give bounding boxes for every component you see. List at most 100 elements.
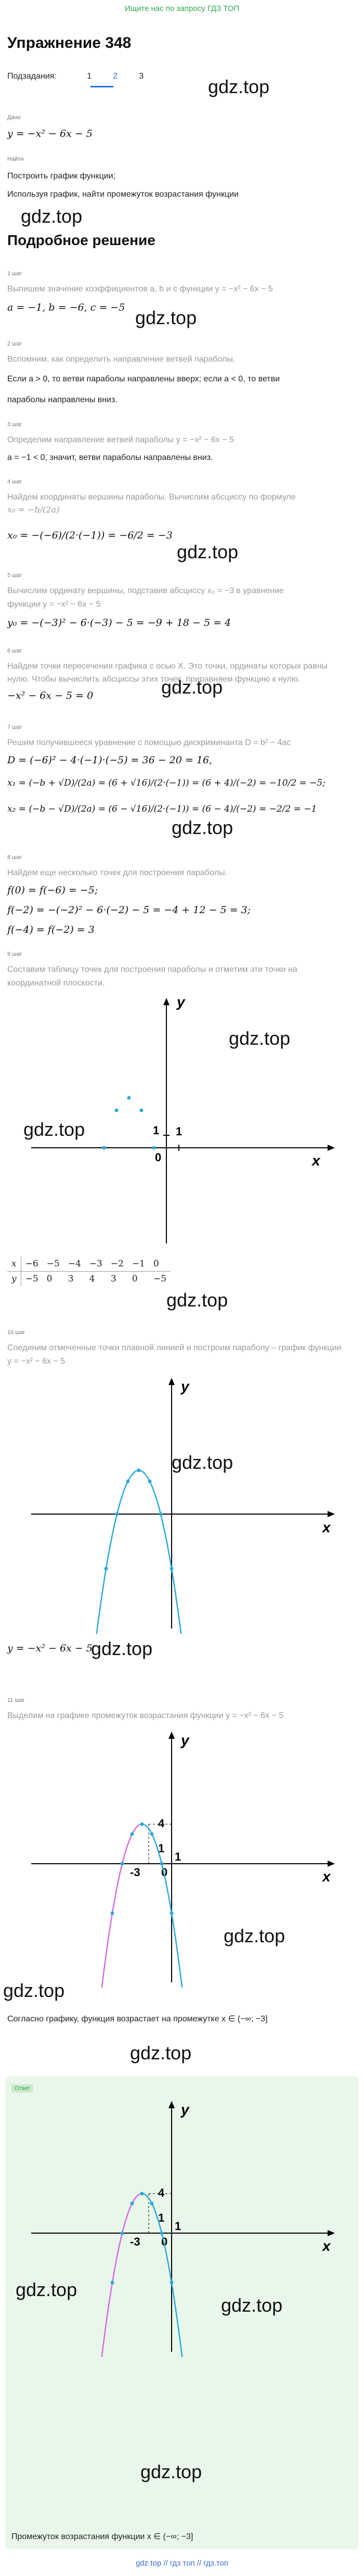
step-6-text-2: нулю. Чтобы вычислить абсциссы этих точе… <box>7 675 301 684</box>
watermark: gdz.top <box>23 1119 85 1140</box>
watermark: gdz.top <box>130 2042 192 2064</box>
table-row-x: x −6 −5 −4 −3 −2 −1 0 <box>7 1257 171 1272</box>
x-axis-label: x <box>321 1519 331 1535</box>
step-9-text-2: координатной плоскости. <box>7 979 105 988</box>
step-10-text-2: y = −x² − 6x − 5 <box>7 1357 66 1366</box>
one-y-label: 1 <box>158 1842 164 1855</box>
table-point <box>104 1567 108 1571</box>
table-point <box>159 1512 163 1516</box>
step-6-text: Найдем точки пересечения графика с осью … <box>7 662 328 671</box>
table-point <box>126 1479 130 1483</box>
watermark: gdz.top <box>229 1028 291 1049</box>
table-point <box>137 1468 141 1472</box>
table-cell: 0 <box>149 1257 171 1272</box>
table-point <box>120 2231 124 2235</box>
step-9-text: Составим таблицу точек для построения па… <box>7 965 297 974</box>
answer-text: Промежуток возрастания функции x ∈ (−∞; … <box>11 2532 193 2541</box>
increasing-branch <box>101 2193 142 2357</box>
table-points <box>102 1096 156 1150</box>
watermark: gdz.top <box>161 676 223 698</box>
step-7-formula-x2: x₂ = (−b − √D)/(2a) = (6 − √16)/(2·(−1))… <box>7 804 317 814</box>
y-four-label: 4 <box>158 2186 165 2199</box>
table-point <box>170 1911 174 1915</box>
table-point <box>102 1146 106 1150</box>
parabola-graph: y x <box>31 1378 335 1634</box>
given-tag: Дано <box>7 114 21 121</box>
table-cell: −6 <box>21 1257 43 1272</box>
table-cell: 0 <box>46 1274 53 1284</box>
solution-title: Подробное решение <box>7 232 155 248</box>
x-axis-label: x <box>321 1868 331 1885</box>
watermark: gdz.top <box>172 817 233 838</box>
values-table: x −6 −5 −4 −3 −2 −1 0 y −5 0 3 4 3 0 −5 <box>7 1257 171 1286</box>
table-point <box>120 1862 124 1866</box>
increasing-branch <box>101 1823 142 1988</box>
step-8-formula-3: f(−4) = f(−2) = 3 <box>7 924 95 935</box>
step-4-tag: 4 шаг <box>7 479 22 485</box>
step-4-formula: x₀ = −(−6)/(2·(−1)) = −6/2 = −3 <box>7 530 173 541</box>
subtask-1-tab[interactable]: 1 <box>87 72 92 81</box>
table-cell: −1 <box>127 1257 149 1272</box>
watermark: gdz.top <box>166 1289 228 1311</box>
step-4-text: Найдем координаты вершины параболы. Вычи… <box>7 493 296 502</box>
task-tag: Найти <box>7 156 24 162</box>
table-point <box>170 2280 174 2285</box>
table-point <box>110 2280 114 2285</box>
table-cell: −3 <box>85 1257 107 1272</box>
footer-links[interactable]: gdz top // гдз топ // гдз.топ <box>135 2559 229 2568</box>
watermark: gdz.top <box>140 2461 202 2482</box>
search-banner-link[interactable]: Ищите нас по запросу ГДЗ ТОП <box>124 4 240 13</box>
table-point <box>170 1567 174 1571</box>
y-axis-label: y <box>180 2101 190 2118</box>
subtasks-label: Подзадания: <box>7 72 57 81</box>
step-8-text: Найдем еще несколько точек для построени… <box>7 868 227 877</box>
increasing-graph: y x 4 1 1 0 -3 <box>31 1732 335 1988</box>
step-2-text-2: Если a > 0, то ветви параболы направлены… <box>7 375 280 383</box>
step-7-tag: 7 шаг <box>7 724 22 730</box>
parabola-points <box>110 1822 174 1915</box>
watermark: gdz.top <box>221 2295 283 2316</box>
y-four-label: 4 <box>158 1817 165 1830</box>
table-point <box>130 1832 134 1836</box>
parabola-points <box>110 2191 174 2285</box>
one-x-label: 1 <box>175 2220 181 2233</box>
table-row-y: y −5 0 3 4 3 0 −5 <box>7 1271 171 1286</box>
y-axis-label: y <box>180 1732 190 1748</box>
table-point <box>140 1822 144 1826</box>
step-10-caption: y = −x² − 6x − 5 <box>7 1643 93 1654</box>
one-y-label: 1 <box>158 2211 164 2224</box>
step-5-text-2: функции y = −x² − 6x − 5 <box>7 600 101 609</box>
table-cell: 0 <box>132 1274 138 1284</box>
watermark: gdz.top <box>224 1925 285 1946</box>
table-x-label: x <box>7 1257 21 1272</box>
parabola-points <box>104 1468 174 1571</box>
table-cell: 3 <box>68 1274 74 1284</box>
step-11-conclusion: Согласно графику, функция возрастает на … <box>7 2015 268 2023</box>
active-subtask-underline <box>90 86 113 87</box>
watermark: gdz.top <box>91 1638 153 1659</box>
step-8-formula-1: f(0) = f(−6) = −5; <box>7 885 98 896</box>
table-point <box>130 2201 134 2206</box>
subtask-2-tab[interactable]: 2 <box>113 72 118 81</box>
answer-box <box>5 2076 359 2549</box>
step-1-tag: 1 шаг <box>7 271 22 277</box>
y-axis-arrow <box>163 998 170 1005</box>
given-formula: y = −x² − 6x − 5 <box>7 128 93 139</box>
x-minus-three-label: -3 <box>130 2235 140 2248</box>
table-point <box>110 1911 114 1915</box>
step-3-text: Определим направление ветвей параболы y … <box>7 435 234 444</box>
step-10-tag: 10 шаг <box>7 1329 25 1336</box>
table-point <box>139 1108 144 1112</box>
step-11-tag: 11 шаг <box>7 1697 25 1703</box>
subtask-3-tab[interactable]: 3 <box>139 72 144 81</box>
x-axis-label: x <box>321 2238 331 2254</box>
step-5-tag: 5 шаг <box>7 572 22 579</box>
x-axis-label: x <box>311 1152 321 1169</box>
step-2-text-3: параболы направлены вниз. <box>7 395 118 404</box>
step-9-tag: 9 шаг <box>7 951 22 957</box>
answer-tag: Ответ <box>11 2083 34 2093</box>
table-point <box>115 1512 119 1516</box>
step-5-formula: y₀ = −(−3)² − 6·(−3) − 5 = −9 + 18 − 5 =… <box>7 617 231 629</box>
table-point <box>127 1096 131 1100</box>
watermark: gdz.top <box>172 1452 233 1473</box>
